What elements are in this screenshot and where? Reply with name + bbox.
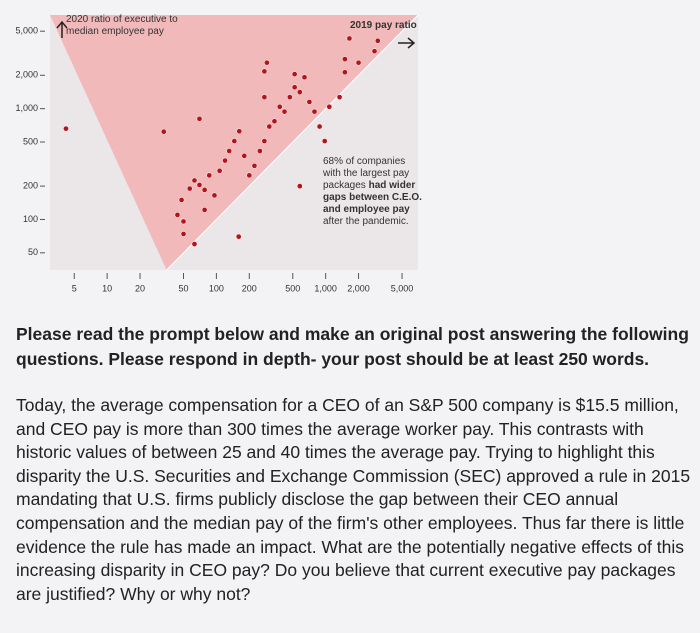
x-tick-label: 50 bbox=[178, 283, 188, 293]
y-tick-label: 200 bbox=[23, 180, 38, 190]
x-tick-label: 100 bbox=[209, 283, 224, 293]
point bbox=[371, 48, 378, 55]
x-axis-title: 2019 pay ratio bbox=[350, 20, 417, 31]
point bbox=[291, 84, 298, 91]
point bbox=[201, 187, 208, 193]
point bbox=[206, 172, 213, 179]
y-tick-label: 2,000 bbox=[15, 70, 38, 80]
prompt-body: Today, the average compensation for a CE… bbox=[16, 395, 691, 604]
point bbox=[286, 94, 293, 101]
point bbox=[271, 118, 278, 125]
point bbox=[374, 37, 381, 44]
point bbox=[264, 59, 270, 66]
point bbox=[191, 241, 198, 247]
x-tick-label: 10 bbox=[102, 283, 112, 293]
point bbox=[266, 123, 273, 130]
y-tick-label: 1,000 bbox=[15, 103, 38, 113]
point bbox=[241, 153, 248, 159]
point bbox=[180, 231, 187, 237]
x-tick-label: 20 bbox=[135, 283, 145, 293]
point bbox=[306, 99, 313, 105]
point bbox=[63, 125, 69, 132]
point bbox=[235, 233, 242, 240]
point bbox=[196, 115, 203, 122]
point bbox=[346, 35, 353, 42]
point bbox=[342, 56, 348, 62]
y-tick-label: 5,000 bbox=[15, 26, 38, 36]
point bbox=[276, 103, 283, 110]
y-tick-label: 100 bbox=[23, 214, 38, 224]
annotation-tail: after the pandemic. bbox=[323, 216, 409, 227]
point bbox=[201, 207, 208, 213]
point bbox=[257, 148, 263, 154]
x-tick-label: 2,000 bbox=[347, 283, 370, 293]
annotation: 68% of companies with the largest pay pa… bbox=[323, 156, 423, 228]
y-tick-label: 500 bbox=[23, 136, 38, 146]
point bbox=[236, 128, 243, 135]
point bbox=[261, 94, 268, 101]
y-arrow bbox=[56, 20, 68, 38]
point bbox=[296, 183, 303, 189]
point bbox=[336, 94, 343, 101]
y-axis-title: 2020 ratio of executive to median employ… bbox=[66, 14, 178, 37]
point bbox=[291, 71, 298, 77]
x-tick-label: 200 bbox=[242, 283, 257, 293]
point bbox=[196, 182, 203, 188]
point bbox=[222, 157, 228, 164]
annotation-lead: 68% of companies with the largest pay pa… bbox=[323, 156, 410, 191]
point bbox=[296, 89, 303, 95]
point bbox=[216, 167, 223, 174]
chart: 50 100 200 500 1,000 2,000 5,000 5 10 20 50 100 200 5… bbox=[15, 14, 419, 293]
point bbox=[316, 123, 323, 130]
point bbox=[231, 138, 238, 144]
point bbox=[355, 59, 362, 66]
point bbox=[251, 162, 258, 169]
point bbox=[186, 185, 193, 192]
point bbox=[281, 108, 288, 115]
point bbox=[226, 148, 233, 154]
diagonal bbox=[166, 14, 419, 271]
point bbox=[311, 108, 318, 115]
y-tick-label: 50 bbox=[28, 247, 38, 257]
point bbox=[261, 68, 268, 75]
point bbox=[261, 138, 268, 144]
x-tick-label: 1,000 bbox=[314, 283, 337, 293]
point bbox=[301, 74, 308, 81]
point bbox=[211, 192, 218, 199]
point bbox=[180, 218, 187, 225]
point bbox=[246, 172, 253, 179]
x-tick-label: 5,000 bbox=[391, 283, 414, 293]
point bbox=[321, 138, 328, 144]
x-tick-label: 500 bbox=[285, 283, 300, 293]
point bbox=[191, 177, 198, 184]
point bbox=[174, 212, 181, 218]
point bbox=[160, 128, 167, 135]
point bbox=[178, 197, 185, 203]
x-arrow bbox=[398, 37, 416, 49]
point bbox=[326, 103, 333, 110]
annotation-bold: had wider gaps between C.E.O. and employ… bbox=[323, 180, 422, 215]
prompt-heading: Please read the prompt below and make an… bbox=[16, 324, 689, 369]
x-tick-label: 5 bbox=[72, 283, 77, 293]
point bbox=[342, 69, 348, 76]
